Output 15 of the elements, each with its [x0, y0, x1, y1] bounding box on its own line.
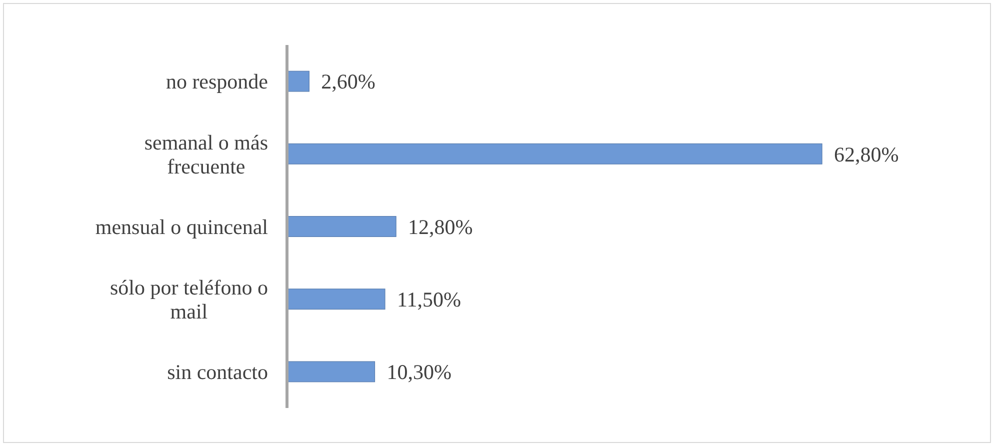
bar [286, 70, 310, 92]
y-tick-label: mensual o quincenal [95, 214, 268, 239]
data-label: 62,80% [834, 142, 899, 166]
data-label: 12,80% [408, 214, 473, 239]
y-tick-label: sólo por teléfono o mail [110, 275, 268, 324]
y-tick-label: no responde [166, 70, 268, 94]
data-label: 2,60% [321, 70, 376, 94]
data-label: 10,30% [386, 360, 452, 384]
bar [286, 143, 822, 164]
bar [286, 216, 396, 237]
data-label: 11,50% [396, 287, 461, 312]
bar [286, 361, 376, 382]
y-tick-label: semanal o más frecuente [144, 130, 268, 178]
y-tick-label: sin contacto [167, 360, 268, 384]
bar [286, 288, 386, 310]
